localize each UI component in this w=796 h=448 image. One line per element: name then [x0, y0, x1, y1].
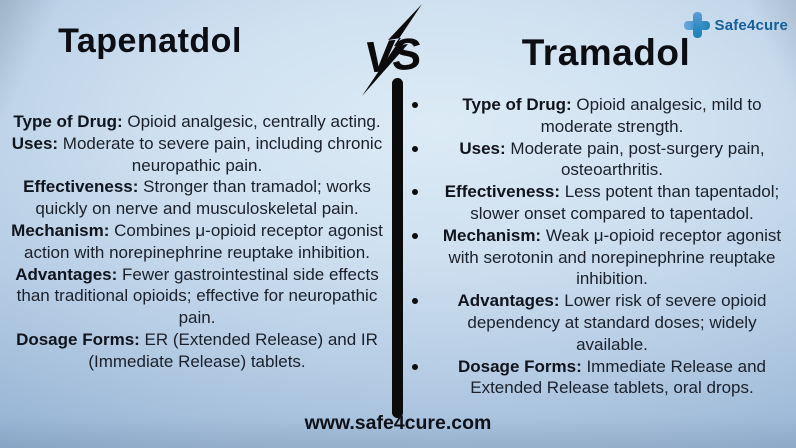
drug-detail-item: Effectiveness: Less potent than tapentad… — [406, 181, 792, 225]
tapentadol-details-list: Type of Drug: Opioid analgesic, centrall… — [4, 111, 390, 373]
detail-label: Mechanism: — [11, 220, 110, 240]
detail-label: Advantages: — [457, 291, 560, 311]
drug-detail-item: Mechanism: Weak μ-opioid receptor agonis… — [406, 225, 792, 290]
drug-detail-item: Advantages: Lower risk of severe opioid … — [406, 290, 792, 355]
bullet-dot — [412, 189, 418, 196]
detail-label: Effectiveness: — [444, 182, 560, 202]
bullet-dot — [412, 102, 418, 108]
drug-detail-item: Advantages: Fewer gastrointestinal side … — [15, 264, 379, 328]
detail-label: Dosage Forms: — [457, 356, 582, 376]
logo-brand-text: Safe4cure — [714, 16, 788, 34]
drug-detail-item: Dosage Forms: ER (Extended Release) and … — [16, 329, 378, 371]
vs-text: VS — [362, 29, 422, 83]
detail-label: Effectiveness: — [23, 177, 139, 197]
safe4cure-logo: Safe4cure — [684, 12, 788, 38]
drug-detail-item: Mechanism: Combines μ-opioid receptor ag… — [11, 220, 383, 262]
detail-label: Advantages: — [15, 264, 118, 284]
drug-detail-item: Effectiveness: Stronger than tramadol; w… — [23, 177, 371, 219]
right-drug-title: Tramadol — [521, 32, 691, 73]
detail-label: Mechanism: — [442, 225, 542, 245]
vs-lightning-icon: VS — [362, 4, 423, 96]
bullet-dot — [412, 145, 418, 152]
drug-detail-item: Type of Drug: Opioid analgesic, mild to … — [406, 94, 792, 138]
detail-label: Uses: — [11, 133, 59, 153]
vs-emblem: VS — [346, 4, 450, 96]
detail-label: Dosage Forms: — [16, 329, 140, 349]
website-url: www.safe4cure.com — [304, 412, 492, 434]
tramadol-details-list: Type of Drug: Opioid analgesic, mild to … — [406, 94, 792, 399]
bullet-dot — [412, 232, 418, 239]
left-drug-title: Tapenatdol — [58, 22, 242, 60]
bullet-dot — [412, 298, 418, 305]
drug-detail-item: Uses: Moderate to severe pain, including… — [11, 133, 383, 175]
detail-label: Uses: — [459, 138, 506, 158]
drug-detail-item: Type of Drug: Opioid analgesic, centrall… — [13, 112, 381, 131]
drug-detail-item: Dosage Forms: Immediate Release and Exte… — [406, 356, 792, 400]
medical-cross-icon — [684, 12, 711, 38]
detail-label: Type of Drug: — [13, 112, 123, 131]
drug-detail-item: Uses: Moderate pain, post-surgery pain, … — [406, 138, 792, 182]
center-divider — [392, 78, 403, 418]
detail-label: Type of Drug: — [462, 95, 572, 114]
bullet-dot — [412, 363, 418, 370]
